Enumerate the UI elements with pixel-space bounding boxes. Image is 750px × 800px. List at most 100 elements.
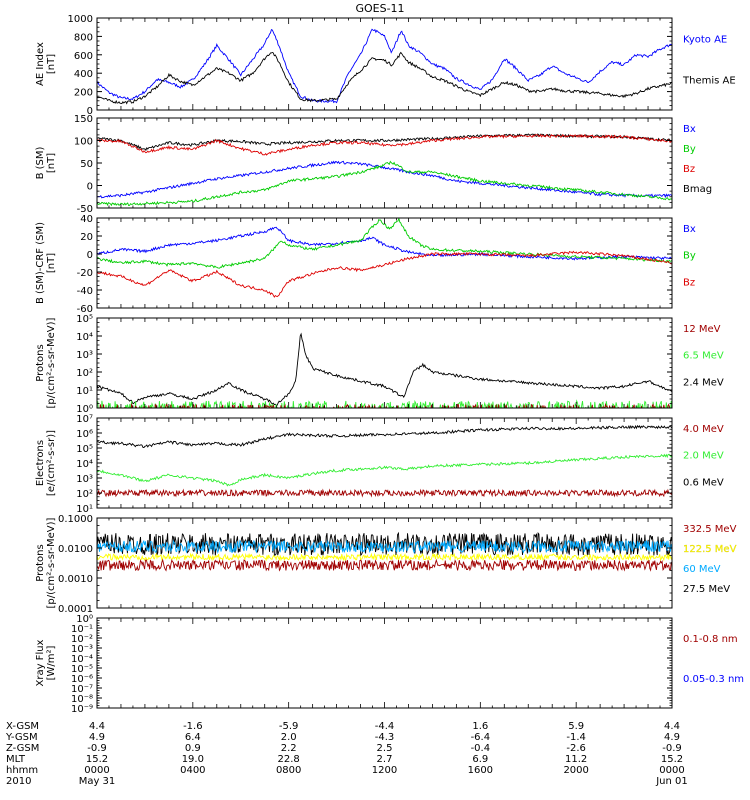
axis-value: -4.4 bbox=[375, 721, 395, 732]
y-tick-label: 0 bbox=[87, 250, 93, 261]
y-tick-label: 10⁻⁶ bbox=[71, 674, 93, 685]
y-tick-label: 0 bbox=[87, 106, 93, 117]
panel-2: -50 0 50 100 150 B (SM) [nT] Bx By Bz Bmag bbox=[35, 114, 712, 215]
series-2-0-mev bbox=[97, 453, 672, 487]
legend-bz: Bz bbox=[683, 164, 695, 175]
y-tick-label: -40 bbox=[77, 286, 93, 297]
legend-6-5-mev: 6.5 MeV bbox=[683, 351, 724, 362]
axis-value: 15.2 bbox=[661, 754, 683, 765]
axis-value: 2.0 bbox=[281, 732, 297, 743]
axis-value: 6.9 bbox=[472, 754, 488, 765]
y-axis-label: [e/(cm²-s-sr)] bbox=[46, 430, 57, 496]
axis-value: 4.9 bbox=[89, 732, 105, 743]
y-tick-label: 10⁻⁴ bbox=[71, 654, 93, 665]
panel-6: 0.0001 0.0010 0.0100 0.1000 Protons [p/(cm²-s… bbox=[35, 514, 737, 615]
axis-value: Jun 01 bbox=[655, 776, 688, 787]
y-tick-label: 0.0001 bbox=[58, 604, 93, 615]
y-tick-label: 10⁻⁵ bbox=[71, 664, 93, 675]
y-tick-label: 40 bbox=[80, 214, 93, 225]
y-tick-label: -20 bbox=[77, 268, 93, 279]
axis-row-label: hhmm bbox=[6, 765, 38, 776]
y-tick-label: 800 bbox=[74, 32, 93, 43]
y-tick-label: 10² bbox=[76, 368, 93, 379]
y-tick-label: 200 bbox=[74, 88, 93, 99]
y-tick-label: 10⁴ bbox=[76, 459, 93, 470]
y-axis-label: Electrons bbox=[35, 440, 46, 486]
series-bx bbox=[97, 226, 672, 261]
y-axis-label: [W/m²] bbox=[46, 645, 57, 680]
legend-0-1-0-8-nm: 0.1-0.8 nm bbox=[683, 634, 738, 645]
y-tick-label: 0.1000 bbox=[58, 514, 93, 525]
axis-value: 11.2 bbox=[565, 754, 587, 765]
axis-value: 4.4 bbox=[664, 721, 680, 732]
legend-by: By bbox=[683, 144, 696, 155]
axis-row-label: 2010 bbox=[6, 776, 31, 787]
y-tick-label: 10⁻³ bbox=[71, 644, 93, 655]
y-axis-label: B (SM) bbox=[35, 146, 46, 179]
legend-kyoto-ae: Kyoto AE bbox=[683, 34, 727, 45]
legend-bmag: Bmag bbox=[683, 184, 712, 195]
series-themis-ae bbox=[97, 51, 672, 105]
y-tick-label: 1000 bbox=[68, 14, 93, 25]
y-tick-label: 10⁰ bbox=[76, 614, 93, 625]
axis-value: 19.0 bbox=[182, 754, 204, 765]
axis-value: 1.6 bbox=[472, 721, 488, 732]
panel-frame bbox=[96, 117, 673, 209]
y-axis-label: Protons bbox=[35, 344, 46, 381]
bottom-axis-table: X-GSMY-GSMZ-GSMMLThhmm20104.44.9-0.915.2… bbox=[5, 721, 688, 787]
y-axis-label: Xray Flux bbox=[35, 639, 46, 686]
panel-1: 0 200 400 600 800 1000 AE Index [nT] Kyoto AE The… bbox=[35, 14, 736, 117]
axis-row-label: Z-GSM bbox=[6, 743, 39, 754]
axis-value: 0400 bbox=[180, 765, 205, 776]
legend-12-mev: 12 MeV bbox=[683, 324, 721, 335]
panel-frame bbox=[96, 617, 673, 709]
panel-frame bbox=[96, 17, 673, 111]
y-tick-label: 10³ bbox=[76, 350, 93, 361]
y-axis-label: [p/(cm²-s-sr-MeV)] bbox=[46, 517, 57, 608]
figure-title: GOES-11 bbox=[355, 2, 404, 15]
axis-value: 4.9 bbox=[664, 732, 680, 743]
y-axis-label: [nT] bbox=[46, 54, 57, 74]
y-tick-label: 10⁴ bbox=[76, 332, 93, 343]
legend-332-5-mev: 332.5 MeV bbox=[683, 524, 737, 535]
y-axis-label: AE Index bbox=[35, 42, 46, 86]
y-axis-label: Protons bbox=[35, 544, 46, 581]
axis-row-label: X-GSM bbox=[6, 721, 39, 732]
axis-value: -2.6 bbox=[566, 743, 586, 754]
legend-122-5-mev: 122.5 MeV bbox=[683, 544, 737, 555]
legend-0-05-0-3-nm: 0.05-0.3 nm bbox=[683, 674, 744, 685]
axis-value: 2.2 bbox=[281, 743, 297, 754]
axis-value: May 31 bbox=[79, 776, 116, 787]
panel-3: -60 -40 -20 0 20 40 B (SM)-CRF (SM) [nT] Bx By Bz bbox=[35, 214, 696, 315]
y-tick-label: 50 bbox=[80, 159, 93, 170]
y-tick-label: 10⁵ bbox=[76, 314, 93, 325]
y-tick-label: 10⁰ bbox=[76, 404, 93, 415]
series-0-6-mev bbox=[97, 424, 672, 448]
axis-value: 0.9 bbox=[185, 743, 201, 754]
panel-frame bbox=[96, 417, 673, 509]
y-tick-label: 0.0100 bbox=[58, 544, 93, 555]
legend-themis-ae: Themis AE bbox=[682, 75, 736, 86]
legend-0-6-mev: 0.6 MeV bbox=[683, 477, 724, 488]
series-bz bbox=[97, 250, 672, 298]
axis-value: 2000 bbox=[563, 765, 588, 776]
axis-value: -6.4 bbox=[471, 732, 491, 743]
axis-value: 15.2 bbox=[86, 754, 108, 765]
panel-5: 10¹ 10² 10³ 10⁴ 10⁵ 10⁶ 10⁷ Electrons [e/(cm²-s-… bbox=[35, 414, 724, 515]
y-tick-label: 0 bbox=[87, 182, 93, 193]
axis-value: -4.3 bbox=[375, 732, 395, 743]
y-tick-label: 20 bbox=[80, 232, 93, 243]
y-axis-label: [nT] bbox=[46, 153, 57, 173]
legend-27-5-mev: 27.5 MeV bbox=[683, 584, 730, 595]
axis-value: -0.9 bbox=[662, 743, 682, 754]
axis-value: -0.4 bbox=[471, 743, 491, 754]
series-2-4-mev bbox=[97, 332, 672, 406]
y-tick-label: -50 bbox=[77, 204, 93, 215]
y-tick-label: 10⁷ bbox=[76, 414, 93, 425]
legend-60-mev: 60 MeV bbox=[683, 564, 721, 575]
y-tick-label: 10¹ bbox=[76, 386, 93, 397]
y-tick-label: 150 bbox=[74, 114, 93, 125]
